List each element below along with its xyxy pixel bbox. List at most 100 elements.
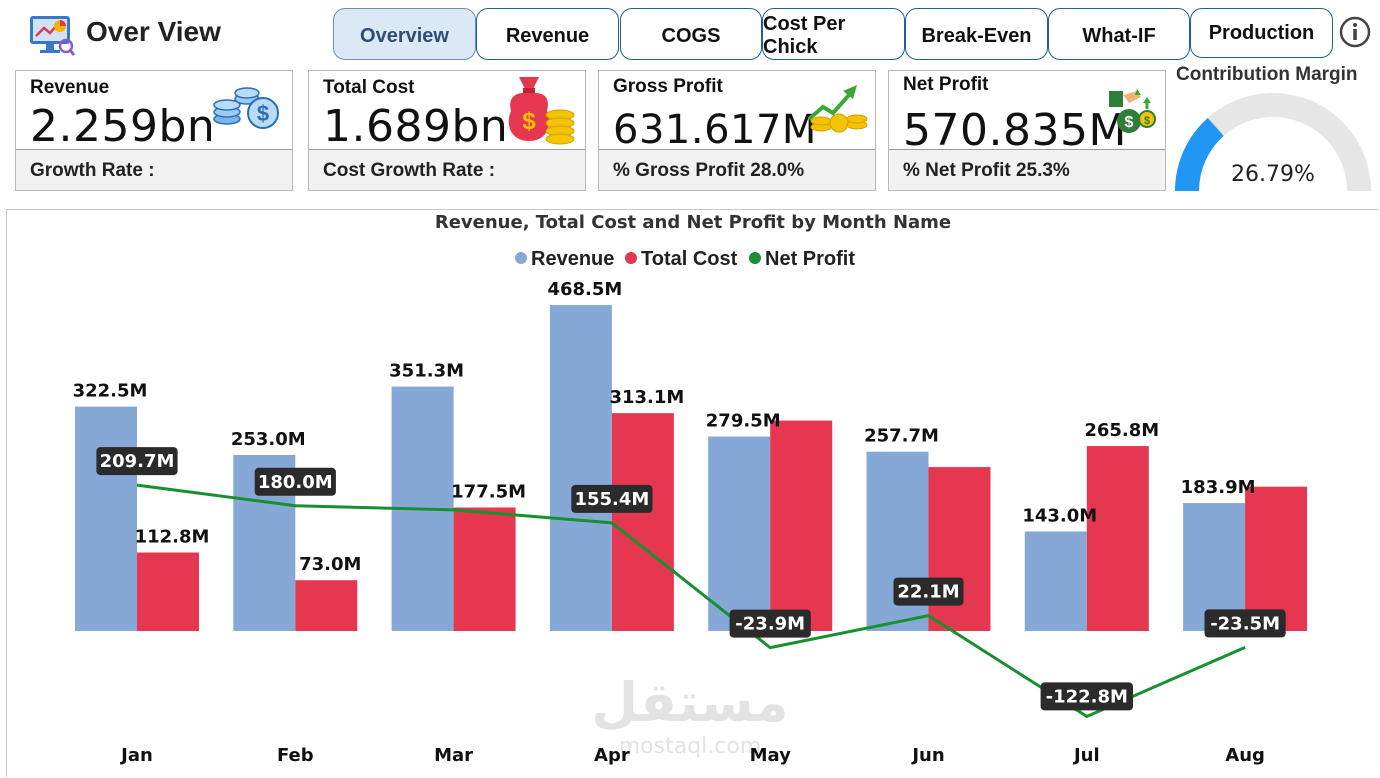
kpi-title: Revenue [30, 77, 110, 98]
growth-chart-icon [807, 85, 868, 133]
bar-total-cost-jan[interactable] [137, 552, 199, 631]
net-profit-label-text: -23.5M [1210, 613, 1280, 634]
data-label-revenue: 279.5M [706, 411, 781, 432]
bar-total-cost-jun[interactable] [928, 467, 991, 631]
kpi-value: 1.689bn [323, 101, 509, 152]
chart-labels: 322.5M 112.8M 253.0M 73.0M 351.3M 177.5M 468.5… [73, 279, 1286, 711]
data-label-net-profit: 22.1M [893, 577, 964, 606]
contribution-margin-gauge: 26.79% [1175, 93, 1371, 192]
bar-total-cost-aug[interactable] [1245, 486, 1308, 631]
net-profit-label-text: 22.1M [897, 582, 959, 603]
info-icon[interactable] [1339, 16, 1371, 48]
kpi-value: 2.259bn [30, 101, 216, 152]
x-tick-label: Apr [594, 745, 630, 766]
net-profit-label-bg [96, 447, 178, 476]
net-profit-label-bg [729, 609, 811, 638]
chart-frame [6, 209, 1379, 777]
kpi-card-net-profit: Net Profit 570.835M $ $ % Net Profit 25.… [888, 70, 1166, 191]
data-label-net-profit: -122.8M [1040, 682, 1133, 711]
net-profit-label-bg [1040, 682, 1133, 711]
tab-break-even[interactable]: Break-Even [905, 8, 1048, 60]
data-label-revenue: 143.0M [1022, 506, 1097, 527]
watermark: مستقل mostaql.com [591, 671, 789, 759]
kpi-footer: % Gross Profit 28.0% [613, 160, 805, 181]
kpi-title: Total Cost [323, 77, 415, 98]
tab-cost-per-chick[interactable]: Cost Per Chick [762, 8, 905, 60]
tab-what-if[interactable]: What-IF [1048, 8, 1190, 60]
data-label-total-cost: 112.8M [135, 527, 210, 548]
bar-revenue-apr[interactable] [549, 305, 612, 631]
data-label-total-cost: 73.0M [299, 554, 361, 575]
kpi-footer: % Net Profit 25.3% [903, 160, 1070, 181]
bar-total-cost-apr[interactable] [611, 413, 674, 631]
legend-dot-net-profit [749, 252, 761, 264]
net-profit-label-text: -23.9M [735, 614, 805, 635]
kpi-footer: Cost Growth Rate : [323, 160, 496, 181]
data-label-revenue: 468.5M [547, 279, 622, 300]
net-profit-label-text: 155.4M [574, 489, 649, 510]
gauge-value: 26.79% [1231, 162, 1315, 187]
legend-label-total-cost[interactable]: Total Cost [641, 248, 738, 270]
net-profit-label-text: 209.7M [100, 451, 175, 472]
revenue-cost-profit-chart: Revenue, Total Cost and Net Profit by Mo… [73, 212, 1308, 766]
svg-text:$: $ [1144, 115, 1150, 127]
coin-stack-icon: $ [213, 87, 279, 129]
x-tick-label: Jul [1072, 745, 1100, 766]
kpi-card-total-cost: Total Cost 1.689bn $ Cost Growth Rate : [308, 70, 586, 191]
tab-production[interactable]: Production [1190, 8, 1333, 58]
legend-label-net-profit[interactable]: Net Profit [765, 248, 855, 270]
bar-revenue-jan[interactable] [75, 406, 137, 631]
data-label-revenue: 322.5M [73, 381, 148, 402]
chart-bars [75, 305, 1308, 631]
legend-label-revenue[interactable]: Revenue [531, 248, 614, 270]
kpi-title: Gross Profit [613, 76, 723, 97]
chart-x-axis: Jan Feb Mar Apr May Jun Jul Aug [119, 745, 1265, 766]
bar-revenue-jul[interactable] [1024, 531, 1087, 631]
net-profit-label-bg [1204, 609, 1286, 638]
watermark-arabic: مستقل [591, 671, 789, 734]
data-label-revenue: 351.3M [389, 361, 464, 382]
kpi-value: 631.617M [613, 107, 817, 153]
kpi-value: 570.835M [903, 105, 1127, 156]
kpi-footer: Growth Rate : [30, 160, 155, 181]
page-title: Over View [86, 16, 221, 47]
svg-text:$: $ [522, 108, 536, 135]
bar-total-cost-jul[interactable] [1086, 446, 1149, 631]
gauge-fill [1175, 117, 1225, 192]
net-profit-label-bg [254, 467, 336, 496]
legend-dot-revenue [515, 252, 527, 264]
data-label-revenue: 183.9M [1181, 477, 1256, 498]
data-label-net-profit: 180.0M [254, 467, 336, 496]
x-tick-label: Feb [277, 745, 314, 766]
net-profit-label-bg [893, 577, 964, 606]
tab-revenue[interactable]: Revenue [476, 8, 619, 60]
data-label-total-cost: 177.5M [451, 481, 526, 502]
x-tick-label: Jan [119, 745, 153, 766]
data-label-total-cost: 265.8M [1084, 420, 1159, 441]
data-label-total-cost: 313.1M [609, 387, 684, 408]
money-hand-icon: $ $ [1109, 89, 1156, 133]
data-label-net-profit: 209.7M [96, 447, 178, 476]
data-label-net-profit: 155.4M [571, 484, 653, 513]
gauge-title: Contribution Margin [1176, 64, 1358, 85]
data-label-net-profit: -23.5M [1204, 609, 1286, 638]
x-tick-label: Aug [1225, 745, 1265, 766]
bar-total-cost-mar[interactable] [453, 507, 516, 631]
legend-dot-total-cost [625, 252, 637, 264]
tab-cogs[interactable]: COGS [620, 8, 762, 60]
nav-tabs: Overview Revenue COGS Cost Per Chick Bre… [333, 8, 1335, 66]
tab-overview[interactable]: Overview [333, 8, 476, 60]
chart-legend: Revenue Total Cost Net Profit [515, 248, 855, 270]
dashboard-monitor-icon [30, 16, 76, 56]
net-profit-label-text: -122.8M [1046, 686, 1128, 707]
bar-total-cost-may[interactable] [770, 420, 833, 631]
svg-text:$: $ [257, 101, 269, 126]
kpi-title: Net Profit [903, 74, 989, 95]
x-tick-label: May [750, 745, 792, 766]
x-tick-label: Jun [910, 745, 944, 766]
bar-total-cost-feb[interactable] [295, 580, 358, 631]
chart-title: Revenue, Total Cost and Net Profit by Mo… [435, 212, 951, 233]
data-label-revenue: 257.7M [864, 426, 939, 447]
bar-revenue-may[interactable] [708, 436, 771, 631]
kpi-card-gross-profit: Gross Profit 631.617M % Gross Profit 28.… [598, 70, 876, 191]
